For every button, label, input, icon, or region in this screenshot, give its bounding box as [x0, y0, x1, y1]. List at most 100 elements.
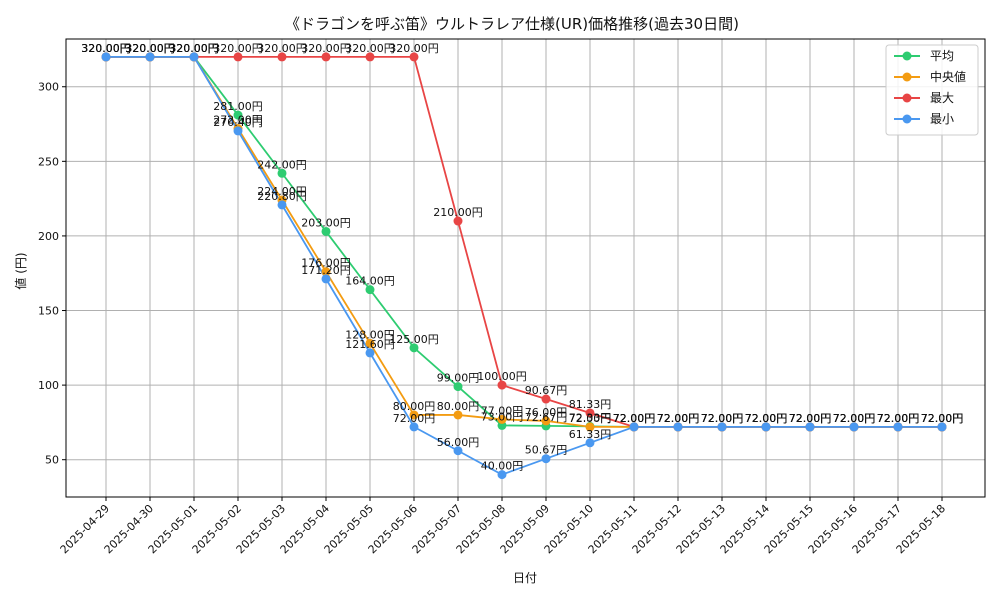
data-label: 90.67円	[525, 384, 568, 397]
data-label: 72.00円	[657, 412, 700, 425]
data-label: 320.00円	[169, 42, 219, 55]
data-point	[365, 348, 375, 358]
data-label: 242.00円	[257, 158, 307, 171]
data-point	[497, 414, 507, 424]
data-label: 320.00円	[81, 42, 131, 55]
legend-label: 平均	[930, 49, 954, 63]
data-point	[453, 410, 463, 420]
y-tick-label: 250	[38, 155, 59, 168]
data-label: 72.00円	[877, 412, 920, 425]
data-label: 72.00円	[877, 412, 920, 425]
data-point	[805, 422, 815, 432]
data-label: 320.00円	[125, 42, 175, 55]
data-label: 73.00円	[481, 410, 524, 423]
data-label: 72.00円	[877, 412, 920, 425]
data-labels: 320.00円320.00円320.00円281.00円242.00円203.0…	[81, 42, 963, 473]
data-label: 320.00円	[125, 42, 175, 55]
data-label: 72.00円	[613, 412, 656, 425]
data-label: 72.00円	[921, 412, 964, 425]
data-label: 320.00円	[169, 42, 219, 55]
data-label: 320.00円	[257, 42, 307, 55]
data-point	[585, 408, 595, 418]
data-point	[453, 382, 463, 392]
data-point	[673, 422, 683, 432]
data-label: 72.00円	[613, 412, 656, 425]
series-line	[106, 56, 942, 476]
data-label: 40.00円	[481, 460, 524, 473]
data-point	[365, 285, 375, 295]
data-label: 72.00円	[921, 412, 964, 425]
data-label: 203.00円	[301, 216, 351, 229]
data-point	[937, 422, 947, 432]
data-point	[277, 168, 287, 178]
legend-label: 中央値	[930, 69, 966, 84]
data-label: 320.00円	[389, 42, 439, 55]
data-point	[233, 110, 243, 120]
data-point	[541, 416, 551, 426]
data-label: 125.00円	[389, 333, 439, 346]
data-label: 72.00円	[393, 412, 436, 425]
data-point	[717, 422, 727, 432]
axes: 2025-04-292025-04-302025-05-012025-05-02…	[38, 38, 986, 556]
data-point	[409, 52, 419, 62]
data-label: 72.00円	[789, 412, 832, 425]
data-label: 164.00円	[345, 275, 395, 288]
data-label: 77.00円	[481, 404, 524, 417]
data-point	[541, 394, 551, 404]
data-label: 72.00円	[657, 412, 700, 425]
data-point	[761, 422, 771, 432]
data-label: 320.00円	[169, 42, 219, 55]
data-point	[409, 410, 419, 420]
data-label: 171.20円	[301, 264, 351, 277]
data-point	[233, 52, 243, 62]
data-label: 72.00円	[789, 412, 832, 425]
data-label: 72.00円	[745, 412, 788, 425]
data-point	[453, 446, 463, 456]
data-label: 72.00円	[789, 412, 832, 425]
data-label: 176.00円	[301, 257, 351, 270]
data-point	[893, 422, 903, 432]
data-label: 320.00円	[81, 42, 131, 55]
y-tick-label: 150	[38, 305, 59, 318]
data-point	[321, 267, 331, 277]
data-label: 121.60円	[345, 338, 395, 351]
data-label: 72.00円	[613, 412, 656, 425]
data-label: 56.00円	[437, 436, 480, 449]
legend-marker	[902, 93, 912, 103]
data-point	[277, 52, 287, 62]
data-label: 72.00円	[569, 412, 612, 425]
data-point	[365, 338, 375, 348]
data-point	[497, 380, 507, 390]
data-label: 72.00円	[833, 412, 876, 425]
data-label: 72.00円	[833, 412, 876, 425]
y-tick-label: 100	[38, 379, 59, 392]
data-point	[189, 52, 199, 62]
legend-marker	[902, 114, 912, 124]
y-axis-label: 値 (円)	[13, 252, 28, 289]
y-tick-label: 200	[38, 230, 59, 243]
data-label: 72.00円	[833, 412, 876, 425]
legend-marker	[902, 72, 912, 82]
data-point	[321, 226, 331, 236]
data-label: 72.00円	[745, 412, 788, 425]
data-point	[497, 470, 507, 480]
data-point	[541, 454, 551, 464]
data-label: 72.00円	[701, 412, 744, 425]
data-label: 224.00円	[257, 185, 307, 198]
data-point	[365, 52, 375, 62]
data-label: 320.00円	[169, 42, 219, 55]
data-label: 61.33円	[569, 428, 612, 441]
data-label: 50.67円	[525, 444, 568, 457]
data-label: 72.00円	[657, 412, 700, 425]
data-label: 72.00円	[701, 412, 744, 425]
data-label: 272.00円	[213, 114, 263, 127]
data-point	[233, 126, 243, 136]
plot-frame	[65, 38, 986, 498]
data-label: 76.00円	[525, 406, 568, 419]
data-label: 72.00円	[745, 412, 788, 425]
y-tick-label: 300	[38, 81, 59, 94]
data-label: 72.00円	[745, 412, 788, 425]
data-label: 320.00円	[125, 42, 175, 55]
data-label: 72.00円	[701, 412, 744, 425]
